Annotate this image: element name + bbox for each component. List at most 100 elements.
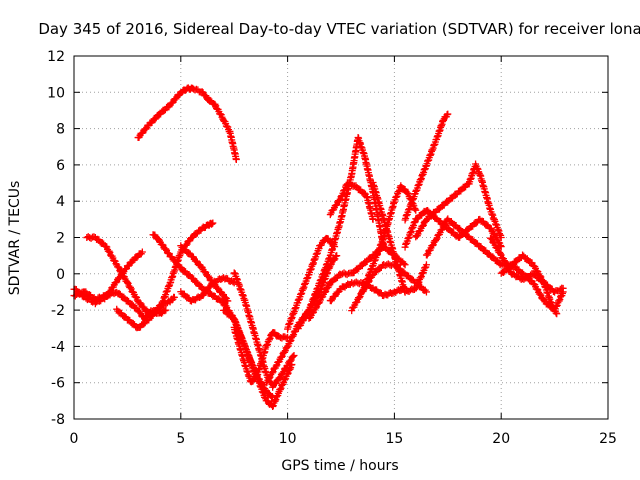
y-tick-label: -4 xyxy=(51,339,65,355)
data-point xyxy=(496,250,504,258)
x-tick-label: 20 xyxy=(492,431,510,447)
data-point xyxy=(536,272,544,280)
data-point xyxy=(312,304,320,312)
data-point xyxy=(304,307,312,315)
data-point xyxy=(422,261,430,269)
data-point xyxy=(211,100,219,108)
data-point xyxy=(490,229,498,237)
series-s12 xyxy=(230,323,292,386)
x-tick-label: 10 xyxy=(279,431,297,447)
y-tick-label: 12 xyxy=(47,49,65,65)
data-point xyxy=(387,262,395,270)
series-s19 xyxy=(348,260,430,315)
axis-ticks: 0 5 10 15 20 25 -8 -6 -4 -2 0 2 4 6 8 10 12 xyxy=(47,49,617,447)
series-s24 xyxy=(412,160,505,241)
data-point xyxy=(105,247,113,255)
x-tick-label: 15 xyxy=(385,431,403,447)
data-point xyxy=(126,283,134,291)
data-point xyxy=(558,290,566,298)
data-point xyxy=(444,110,452,118)
series-s9 xyxy=(177,274,238,305)
data-point xyxy=(253,372,261,380)
data-point xyxy=(138,248,146,256)
data-point xyxy=(268,369,276,377)
data-point xyxy=(272,362,280,370)
data-point xyxy=(432,235,440,243)
y-tick-label: 6 xyxy=(56,158,65,174)
y-tick-label: -8 xyxy=(51,412,65,428)
y-tick-label: 4 xyxy=(56,194,65,210)
data-point xyxy=(412,206,420,214)
data-point xyxy=(369,215,377,223)
data-point xyxy=(193,278,201,286)
data-point xyxy=(464,226,472,234)
series-s7 xyxy=(155,219,217,314)
data-point xyxy=(208,220,216,228)
series-s25 xyxy=(422,215,495,260)
data-point xyxy=(162,306,170,314)
data-point xyxy=(487,234,495,242)
y-tick-label: -2 xyxy=(51,303,65,319)
x-tick-label: 5 xyxy=(176,431,185,447)
data-point xyxy=(214,284,222,292)
data-point xyxy=(286,357,294,365)
data-point xyxy=(281,348,289,356)
data-point xyxy=(103,293,111,301)
series-s3 xyxy=(83,233,157,320)
data-point xyxy=(335,197,343,205)
data-point xyxy=(553,310,561,318)
data-point xyxy=(555,297,563,305)
data-point xyxy=(276,385,284,393)
data-point xyxy=(290,351,298,359)
x-tick-label: 25 xyxy=(599,431,617,447)
y-tick-label: 8 xyxy=(56,122,65,138)
data-point xyxy=(299,317,307,325)
data-point xyxy=(489,253,497,261)
data-point xyxy=(429,241,437,249)
data-point xyxy=(128,300,136,308)
data-point xyxy=(441,221,449,229)
y-tick-label: 2 xyxy=(56,231,65,247)
data-point xyxy=(151,115,159,123)
data-point xyxy=(289,352,297,360)
data-point xyxy=(497,234,505,241)
data-point xyxy=(500,269,508,276)
data-point xyxy=(204,272,212,280)
x-axis-label: GPS time / hours xyxy=(281,458,398,474)
data-point xyxy=(229,278,237,286)
data-point xyxy=(114,263,122,271)
data-point xyxy=(413,215,421,223)
data-point xyxy=(232,155,240,163)
data-point xyxy=(332,201,340,209)
data-point xyxy=(333,252,341,260)
data-point xyxy=(185,271,193,279)
data-point xyxy=(456,225,464,233)
data-point xyxy=(552,309,560,317)
data-point xyxy=(136,308,144,316)
data-point xyxy=(444,198,452,206)
series-s14 xyxy=(284,234,339,333)
data-point xyxy=(123,279,131,287)
data-point xyxy=(423,251,431,259)
data-point xyxy=(497,243,505,251)
data-point xyxy=(400,260,408,268)
data-point xyxy=(283,344,291,352)
chart-title: Day 345 of 2016, Sidereal Day-to-day VTE… xyxy=(38,20,640,38)
data-point xyxy=(343,271,351,279)
data-point xyxy=(170,293,178,301)
data-point xyxy=(321,288,329,296)
data-point xyxy=(355,294,363,302)
data-point xyxy=(326,211,334,219)
data-point xyxy=(315,299,323,307)
data-point xyxy=(422,288,430,296)
data-point xyxy=(148,312,156,320)
series-s18 xyxy=(326,179,377,223)
data-point xyxy=(121,313,129,321)
data-point xyxy=(422,216,430,224)
data-point xyxy=(172,95,180,103)
series-s5 xyxy=(134,84,240,163)
data-point xyxy=(550,304,558,312)
data-point xyxy=(206,283,214,291)
y-tick-label: -6 xyxy=(51,376,65,392)
